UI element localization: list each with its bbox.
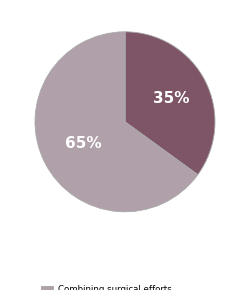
Text: 35%: 35% <box>153 90 190 106</box>
Text: 65%: 65% <box>65 135 102 151</box>
Wedge shape <box>35 32 198 212</box>
Wedge shape <box>125 32 215 175</box>
Legend: Combining surgical efforts, Seeking more government funding, Other ideas (please: Combining surgical efforts, Seeking more… <box>42 285 208 290</box>
